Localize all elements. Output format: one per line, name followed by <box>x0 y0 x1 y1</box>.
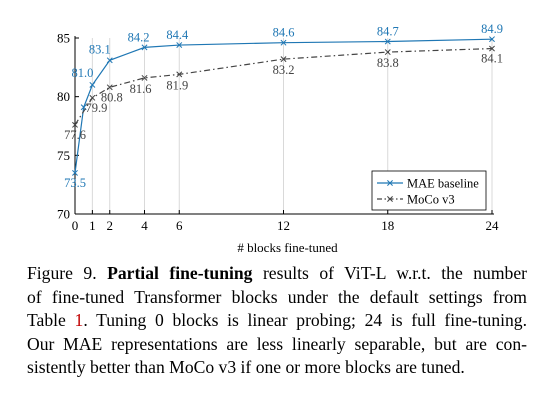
data-point <box>89 81 96 88</box>
data-point <box>72 169 78 176</box>
data-point <box>489 36 495 43</box>
data-point <box>384 49 391 56</box>
legend: MAE baseline MoCo v3 <box>371 170 487 211</box>
data-label: 84.4 <box>166 28 189 42</box>
caption-line-3: Table 1. Tuning 0 blocks is linear probi… <box>27 309 527 333</box>
y-tick-label-75: 75 <box>57 148 70 163</box>
x-tick-label-24: 24 <box>486 218 500 233</box>
data-label: 83.8 <box>377 56 399 70</box>
x-tick-label-18: 18 <box>381 218 394 233</box>
data-point <box>489 45 495 52</box>
series-moco-v3: 77.6 79.980.8 81.6 81.9 83.2 83.8 84.1 <box>64 45 503 142</box>
data-point <box>141 74 148 81</box>
data-point <box>72 121 78 128</box>
data-point <box>280 39 287 46</box>
data-point <box>176 71 183 78</box>
x-tick-label-2: 2 <box>107 218 114 233</box>
caption-table-word: Table <box>27 310 66 331</box>
data-point <box>384 38 391 45</box>
x-tick-label-4: 4 <box>141 218 148 233</box>
grid-lines <box>74 38 493 214</box>
caption-line-5: sistently better than MoCo v3 if one or … <box>27 357 465 378</box>
data-label: 83.2 <box>273 63 295 77</box>
legend-label: MoCo v3 <box>407 193 455 207</box>
caption-bold-title: Partial fine-tuning <box>107 263 253 283</box>
data-label: 84.1 <box>481 52 503 66</box>
series-layer: 73.5 81.0 83.1 84.2 84.4 84.6 84.7 84.9 77.6 79.9… <box>64 22 503 190</box>
data-label: 84.2 <box>128 30 150 44</box>
series-mae-baseline: 73.5 81.0 83.1 84.2 84.4 84.6 84.7 84.9 <box>64 22 503 190</box>
data-point <box>106 84 113 91</box>
caption-line-1-rest: results of ViT-L w.r.t. the number <box>262 263 527 283</box>
data-label: 73.5 <box>64 176 86 190</box>
series-line <box>74 47 493 126</box>
legend-item-moco-v3: MoCo v3 <box>377 193 455 207</box>
x-axis-label: # blocks fine-tuned <box>237 240 338 255</box>
data-label: 80.8 <box>101 90 123 104</box>
x-tick-label-1: 1 <box>89 218 96 233</box>
legend-marker <box>387 180 393 186</box>
x-tick-label-6: 6 <box>176 218 183 233</box>
data-point <box>89 94 96 101</box>
legend-marker <box>387 196 393 202</box>
data-label: 83.1 <box>89 42 111 56</box>
data-point <box>106 57 113 64</box>
y-tick-label-85: 85 <box>57 31 70 46</box>
legend-label: MAE baseline <box>407 177 479 191</box>
legend-item-mae-baseline: MAE baseline <box>377 177 479 191</box>
caption-line-2: of fine-tuned Transformer blocks under t… <box>27 286 527 307</box>
caption-figure-number: Figure 9. <box>27 263 97 283</box>
caption-line-4: Our MAE representations are less linearl… <box>27 333 527 354</box>
figure-caption: Figure 9. Partial fine-tuning results of… <box>27 262 527 380</box>
data-point <box>176 42 183 48</box>
data-label: 77.6 <box>64 128 86 142</box>
data-label: 79.9 <box>85 101 107 115</box>
y-tick-label-80: 80 <box>57 89 70 104</box>
x-tick-label-0: 0 <box>72 218 79 233</box>
data-point <box>141 44 148 51</box>
y-tick-label-70: 70 <box>57 207 70 222</box>
data-label: 84.6 <box>273 26 295 40</box>
data-label: 81.0 <box>71 66 93 80</box>
caption-table-ref-link[interactable]: 1 <box>74 310 84 331</box>
caption-line-3-rest: . Tuning 0 blocks is linear probing; 24 … <box>83 310 527 331</box>
data-point <box>280 56 287 63</box>
x-tick-label-12: 12 <box>277 218 290 233</box>
caption-line-1: Figure 9. Partial fine-tuning results of… <box>27 262 527 286</box>
data-label: 81.9 <box>166 78 188 92</box>
data-label: 84.7 <box>377 25 399 39</box>
data-label: 84.9 <box>481 22 503 36</box>
legend-box <box>371 170 487 211</box>
data-label: 81.6 <box>130 82 152 96</box>
